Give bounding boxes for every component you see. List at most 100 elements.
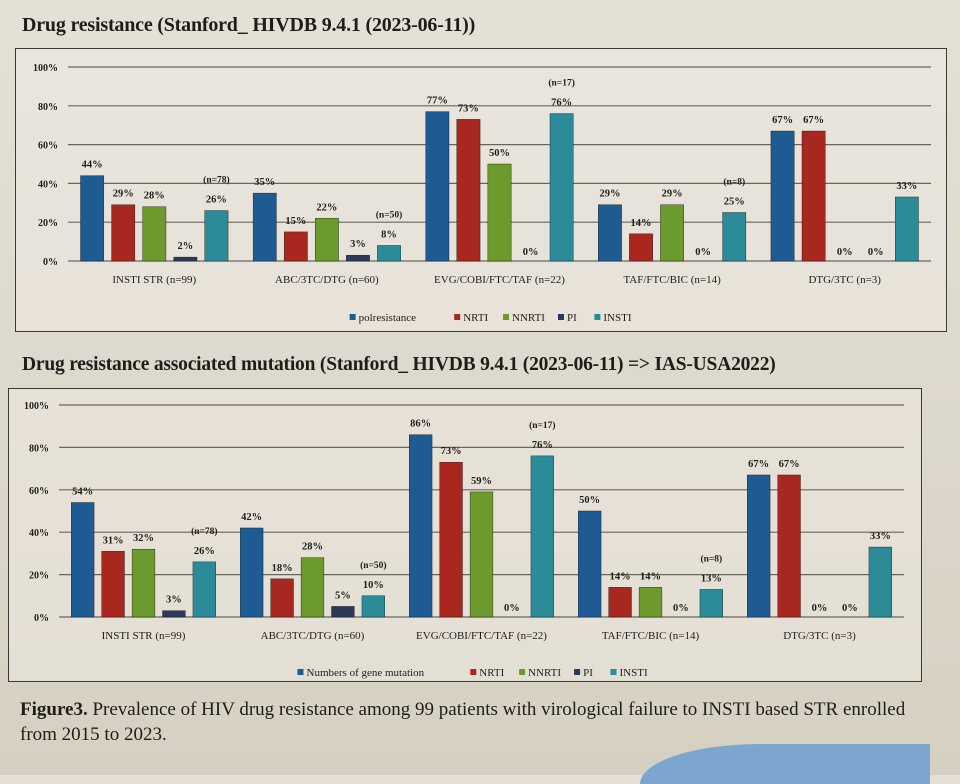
data-label: 31% xyxy=(103,535,124,546)
bar xyxy=(101,551,125,618)
legend-swatch xyxy=(574,669,581,675)
category-label: TAF/FTC/BIC (n=14) xyxy=(623,274,721,286)
y-tick-label: 20% xyxy=(38,218,58,229)
bar xyxy=(530,455,554,618)
y-tick-label: 100% xyxy=(33,63,58,74)
data-label: 73% xyxy=(441,446,462,457)
legend-label: INSTI xyxy=(620,667,648,679)
bar xyxy=(71,502,95,618)
legend-swatch xyxy=(610,669,617,675)
chart-1-title: Drug resistance (Stanford_ HIVDB 9.4.1 (… xyxy=(22,14,476,36)
bar xyxy=(80,175,105,262)
bar xyxy=(699,589,723,618)
legend-swatch xyxy=(558,314,564,320)
y-tick-label: 100% xyxy=(24,401,49,412)
y-tick-label: 0% xyxy=(43,257,58,268)
y-tick-label: 80% xyxy=(38,102,58,113)
bar xyxy=(252,192,277,262)
decorative-blue-shape xyxy=(640,744,930,784)
y-tick-label: 20% xyxy=(29,571,49,582)
bar xyxy=(192,561,216,618)
n-annotation: (n=78) xyxy=(203,175,230,186)
n-annotation: (n=17) xyxy=(529,420,556,431)
data-label: 33% xyxy=(870,531,891,542)
bar xyxy=(608,587,632,618)
legend-label: PI xyxy=(583,667,593,679)
legend-swatch xyxy=(470,669,477,675)
data-label: 13% xyxy=(701,573,722,584)
data-label: 73% xyxy=(458,103,479,114)
data-label: 33% xyxy=(896,181,917,192)
data-label: 18% xyxy=(272,563,293,574)
bar xyxy=(549,113,574,262)
bar xyxy=(868,546,892,618)
data-label: 35% xyxy=(254,177,275,188)
bar xyxy=(377,245,401,262)
data-label: 25% xyxy=(724,197,745,208)
legend-label: NRTI xyxy=(479,667,504,679)
n-annotation: (n=17) xyxy=(548,78,575,89)
data-label: 8% xyxy=(381,229,397,240)
data-label: 15% xyxy=(285,216,306,227)
data-label: 67% xyxy=(748,459,769,470)
data-label: 0% xyxy=(504,603,520,614)
data-label: 59% xyxy=(471,476,492,487)
bar xyxy=(361,595,385,618)
data-label: 0% xyxy=(868,247,884,258)
data-label: 22% xyxy=(316,202,337,213)
category-label: INSTI STR (n=99) xyxy=(102,630,186,642)
category-label: INSTI STR (n=99) xyxy=(112,274,196,286)
bar xyxy=(894,196,919,262)
data-label: 0% xyxy=(837,247,853,258)
category-label: ABC/3TC/DTG (n=60) xyxy=(261,630,365,642)
data-label: 67% xyxy=(803,115,824,126)
bar xyxy=(315,218,339,262)
data-label: 0% xyxy=(695,247,711,258)
legend-swatch xyxy=(297,669,304,675)
chart-1-panel: 0% 20% 40% 60% 80% 100% 44% 29% 28% 2% 26% (n=78) IN… xyxy=(15,48,947,332)
data-label: 3% xyxy=(350,239,366,250)
data-label: 86% xyxy=(410,419,431,430)
legend-swatch xyxy=(594,314,601,320)
data-label: 0% xyxy=(523,247,539,258)
legend-label: Numbers of gene mutation xyxy=(307,667,425,679)
n-annotation: (n=78) xyxy=(191,526,218,537)
bar xyxy=(801,130,826,262)
category-label: EVG/COBI/FTC/TAF (n=22) xyxy=(434,274,565,286)
data-label: 32% xyxy=(133,533,154,544)
category-label: ABC/3TC/DTG (n=60) xyxy=(275,274,379,286)
bar xyxy=(638,587,663,618)
n-annotation: (n=50) xyxy=(376,209,403,220)
bar xyxy=(173,256,198,262)
bar xyxy=(777,474,801,618)
data-label: 29% xyxy=(662,189,683,200)
n-annotation: (n=8) xyxy=(700,553,722,564)
legend-swatch xyxy=(454,314,461,320)
data-label: 50% xyxy=(489,148,510,159)
data-label: 76% xyxy=(532,440,553,451)
bar xyxy=(456,119,481,262)
data-label: 26% xyxy=(206,195,227,206)
y-tick-label: 80% xyxy=(29,443,49,454)
figure-caption: Figure3. Prevalence of HIV drug resistan… xyxy=(20,697,920,747)
data-label: 10% xyxy=(363,580,384,591)
legend-label: PI xyxy=(567,312,577,324)
data-label: 0% xyxy=(673,603,689,614)
data-label: 5% xyxy=(335,590,351,601)
data-label: 29% xyxy=(599,189,620,200)
data-label: 2% xyxy=(177,241,193,252)
bar xyxy=(629,233,653,262)
legend-label: polresistance xyxy=(359,312,417,324)
chart-2-panel: 0% 20% 40% 60% 80% 100% 54% 31% 32% 3% 26% (n=78) IN… xyxy=(8,388,922,682)
y-tick-label: 0% xyxy=(34,613,49,624)
chart-2-svg: 0% 20% 40% 60% 80% 100% 54% 31% 32% 3% 26% (n=78) IN… xyxy=(24,401,904,679)
data-label: 29% xyxy=(113,189,134,200)
legend-swatch xyxy=(503,314,509,320)
bar xyxy=(469,491,494,618)
legend-label: INSTI xyxy=(603,312,631,324)
legend-swatch xyxy=(349,314,356,320)
chart-2-title: Drug resistance associated mutation (Sta… xyxy=(22,354,776,375)
bar xyxy=(346,254,370,262)
bar xyxy=(131,548,156,618)
legend-swatch xyxy=(519,669,526,675)
